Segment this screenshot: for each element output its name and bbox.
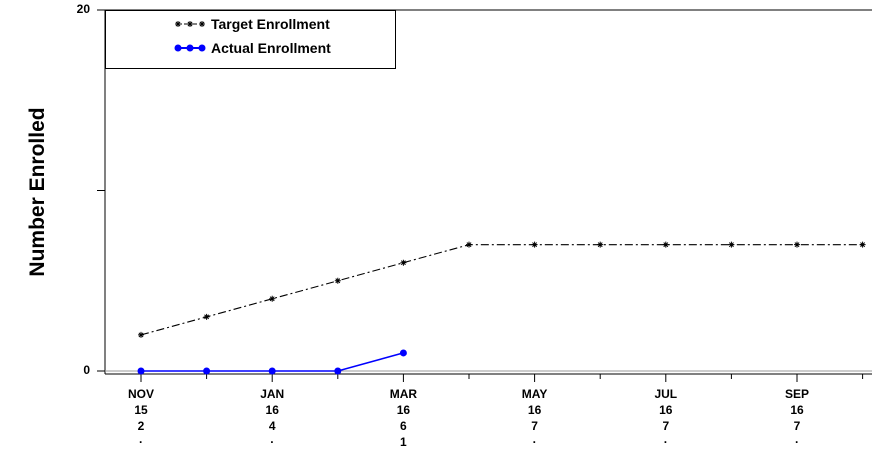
x-tick-actual-count: · bbox=[533, 435, 537, 449]
legend: Target Enrollment Actual Enrollment bbox=[105, 10, 396, 69]
x-tick-year: 16 bbox=[266, 403, 280, 417]
x-tick-target-count: 4 bbox=[269, 419, 276, 433]
target-point-marker bbox=[138, 331, 144, 338]
x-tick-label-group: NOV 15 2 · bbox=[128, 387, 154, 449]
target-point-marker bbox=[531, 241, 538, 248]
x-tick-actual-count: · bbox=[270, 435, 274, 449]
x-tick-target-count: 7 bbox=[794, 419, 801, 433]
x-tick-month: SEP bbox=[785, 387, 809, 401]
y-tick-label: 20 bbox=[77, 2, 91, 16]
legend-entry: Target Enrollment bbox=[175, 16, 330, 32]
target-point-marker bbox=[466, 241, 472, 248]
x-tick-year: 16 bbox=[397, 403, 411, 417]
y-tick-label: 0 bbox=[83, 363, 90, 377]
series-actual bbox=[137, 349, 407, 375]
x-tick-year: 16 bbox=[528, 403, 542, 417]
x-tick-month: NOV bbox=[128, 387, 154, 401]
actual-point-marker bbox=[137, 367, 145, 375]
x-tick-month: JAN bbox=[260, 387, 284, 401]
target-point-marker bbox=[400, 259, 407, 266]
target-point-marker bbox=[859, 241, 866, 248]
target-point-marker bbox=[203, 313, 210, 320]
series-target bbox=[138, 241, 866, 338]
y-axis: 0 20 bbox=[77, 2, 105, 377]
x-tick-actual-count: · bbox=[664, 435, 668, 449]
legend-marker bbox=[174, 44, 182, 52]
x-tick-actual-count: 1 bbox=[400, 435, 407, 449]
x-tick-year: 15 bbox=[134, 403, 148, 417]
x-tick-label-group: MAR 16 6 1 bbox=[390, 387, 418, 449]
legend-marker bbox=[199, 21, 205, 27]
legend-marker bbox=[198, 44, 206, 52]
x-tick-label-group: JAN 16 4 · bbox=[260, 387, 284, 449]
x-tick-target-count: 6 bbox=[400, 419, 407, 433]
x-tick-actual-count: · bbox=[139, 435, 143, 449]
y-axis-label: Number Enrolled bbox=[26, 107, 49, 276]
x-tick-month: JUL bbox=[654, 387, 677, 401]
legend-label: Actual Enrollment bbox=[211, 40, 331, 56]
legend-entry: Actual Enrollment bbox=[174, 40, 331, 56]
target-point-marker bbox=[662, 241, 669, 248]
x-tick-label-group: SEP 16 7 · bbox=[785, 387, 809, 449]
series-line bbox=[140, 244, 863, 336]
x-tick-month: MAY bbox=[522, 387, 548, 401]
target-point-marker bbox=[269, 295, 276, 302]
target-point-marker bbox=[794, 241, 800, 248]
legend-marker bbox=[186, 44, 194, 52]
actual-point-marker bbox=[334, 367, 342, 375]
x-tick-target-count: 7 bbox=[662, 419, 669, 433]
x-tick-label-group: JUL 16 7 · bbox=[654, 387, 677, 449]
actual-point-marker bbox=[399, 349, 407, 357]
x-axis: NOV 15 2 · JAN 16 4 · MAR 16 6 1 MAY 16 7 · JUL 16 7 · SEP 16… bbox=[128, 374, 864, 449]
target-point-marker bbox=[728, 241, 735, 248]
actual-point-marker bbox=[268, 367, 276, 375]
target-point-marker bbox=[334, 277, 341, 284]
series-layer bbox=[137, 241, 866, 375]
legend-label: Target Enrollment bbox=[211, 16, 330, 32]
x-tick-year: 16 bbox=[659, 403, 673, 417]
target-point-marker bbox=[597, 241, 604, 248]
x-tick-label-group: MAY 16 7 · bbox=[522, 387, 548, 449]
x-tick-year: 16 bbox=[790, 403, 804, 417]
actual-point-marker bbox=[203, 367, 211, 375]
x-tick-actual-count: · bbox=[795, 435, 799, 449]
x-tick-target-count: 7 bbox=[531, 419, 538, 433]
x-tick-month: MAR bbox=[390, 387, 418, 401]
legend-marker bbox=[175, 21, 181, 27]
legend-marker bbox=[187, 21, 193, 27]
x-tick-target-count: 2 bbox=[138, 419, 145, 433]
legend-box bbox=[105, 10, 396, 69]
